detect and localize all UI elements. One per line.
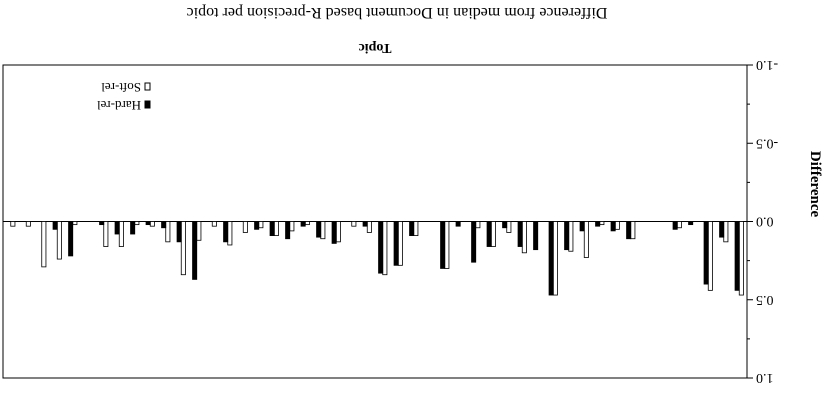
bar-hard-rel-19 <box>455 221 461 227</box>
bar-soft-rel-13 <box>552 221 558 296</box>
bar-hard-rel-44 <box>68 221 74 257</box>
legend-label-hard-rel: Hard-rel <box>97 98 141 113</box>
bar-soft-rel-47 <box>25 221 31 227</box>
chart-title: Difference from median in Document based… <box>187 4 608 21</box>
bar-hard-rel-36 <box>192 221 198 280</box>
bar-hard-rel-20 <box>440 221 446 269</box>
bar-soft-rel-29 <box>304 221 310 226</box>
y-tick-label: -1.0 <box>756 57 778 72</box>
bar-hard-rel-3 <box>703 221 709 285</box>
y-tick-label: 0.0 <box>756 214 774 229</box>
legend-label-soft-rel: Soft-rel <box>101 80 141 95</box>
bar-hard-rel-8 <box>626 221 632 240</box>
bar-hard-rel-34 <box>223 221 229 243</box>
bar-soft-rel-48 <box>10 221 16 227</box>
bar-hard-rel-41 <box>114 221 120 235</box>
bar-hard-rel-24 <box>378 221 384 274</box>
bar-soft-rel-9 <box>614 221 620 230</box>
bar-hard-rel-16 <box>502 221 508 229</box>
bar-hard-rel-40 <box>130 221 136 235</box>
bar-hard-rel-15 <box>517 221 523 247</box>
bar-soft-rel-15 <box>521 221 527 254</box>
bar-soft-rel-27 <box>335 221 341 243</box>
bar-soft-rel-37 <box>180 221 186 276</box>
bar-soft-rel-25 <box>366 221 372 233</box>
bar-hard-rel-37 <box>176 221 182 243</box>
bar-hard-rel-13 <box>548 221 554 296</box>
bar-soft-rel-42 <box>103 221 109 247</box>
legend-swatch-soft-rel <box>144 82 151 91</box>
bar-soft-rel-20 <box>444 221 450 269</box>
bar-hard-rel-17 <box>486 221 492 247</box>
bar-soft-rel-41 <box>118 221 124 247</box>
bar-hard-rel-18 <box>471 221 477 263</box>
bar-hard-rel-1 <box>734 221 740 291</box>
bar-hard-rel-27 <box>331 221 337 244</box>
bar-soft-rel-46 <box>41 221 47 268</box>
bar-soft-rel-11 <box>583 221 589 258</box>
bar-hard-rel-9 <box>610 221 616 232</box>
bar-hard-rel-2 <box>719 221 725 238</box>
bar-soft-rel-24 <box>382 221 388 276</box>
chart-legend: Soft-rel Hard-rel <box>97 80 151 113</box>
bar-soft-rel-3 <box>707 221 713 291</box>
bar-hard-rel-12 <box>564 221 570 251</box>
bar-soft-rel-31 <box>273 221 279 236</box>
y-tick-label: 1.0 <box>756 370 774 385</box>
bar-hard-rel-5 <box>672 221 678 230</box>
bar-soft-rel-36 <box>196 221 202 241</box>
bar-hard-rel-31 <box>269 221 275 236</box>
bar-soft-rel-38 <box>165 221 171 243</box>
bar-soft-rel-34 <box>227 221 233 246</box>
bar-soft-rel-32 <box>258 221 264 229</box>
bar-hard-rel-42 <box>99 221 105 226</box>
bar-hard-rel-25 <box>362 221 368 227</box>
bar-soft-rel-18 <box>475 221 481 229</box>
bar-soft-rel-40 <box>134 221 140 226</box>
bar-hard-rel-30 <box>285 221 291 240</box>
bar-soft-rel-26 <box>351 221 357 227</box>
bar-hard-rel-28 <box>316 221 322 238</box>
bar-hard-rel-23 <box>393 221 399 266</box>
bar-soft-rel-39 <box>149 221 155 227</box>
bar-soft-rel-17 <box>490 221 496 247</box>
y-tick-label: -0.5 <box>756 135 778 150</box>
bar-hard-rel-45 <box>52 221 58 230</box>
bar-soft-rel-35 <box>211 221 217 227</box>
bar-soft-rel-30 <box>289 221 295 232</box>
y-tick-label: 0.5 <box>756 292 774 307</box>
bar-hard-rel-29 <box>300 221 306 227</box>
legend-swatch-hard-rel <box>144 100 151 109</box>
bar-soft-rel-12 <box>568 221 574 252</box>
bar-hard-rel-22 <box>409 221 415 236</box>
bar-soft-rel-8 <box>630 221 636 240</box>
bar-soft-rel-45 <box>56 221 62 260</box>
bar-hard-rel-10 <box>595 221 601 227</box>
bar-hard-rel-4 <box>688 221 694 226</box>
bar-hard-rel-14 <box>533 221 539 251</box>
bar-soft-rel-5 <box>676 221 682 229</box>
bar-soft-rel-28 <box>320 221 326 240</box>
bar-soft-rel-33 <box>242 221 248 233</box>
x-axis-label: Topic <box>359 40 392 55</box>
bar-hard-rel-38 <box>161 221 167 229</box>
bar-soft-rel-16 <box>506 221 512 233</box>
y-axis-label: Difference <box>807 151 823 218</box>
bar-soft-rel-23 <box>397 221 403 266</box>
bar-hard-rel-32 <box>254 221 260 230</box>
bar-hard-rel-11 <box>579 221 585 232</box>
bar-soft-rel-22 <box>413 221 419 236</box>
bar-soft-rel-44 <box>72 221 78 226</box>
bar-soft-rel-2 <box>723 221 729 243</box>
bar-hard-rel-39 <box>145 221 151 226</box>
bar-soft-rel-1 <box>738 221 744 296</box>
bar-soft-rel-10 <box>599 221 605 226</box>
